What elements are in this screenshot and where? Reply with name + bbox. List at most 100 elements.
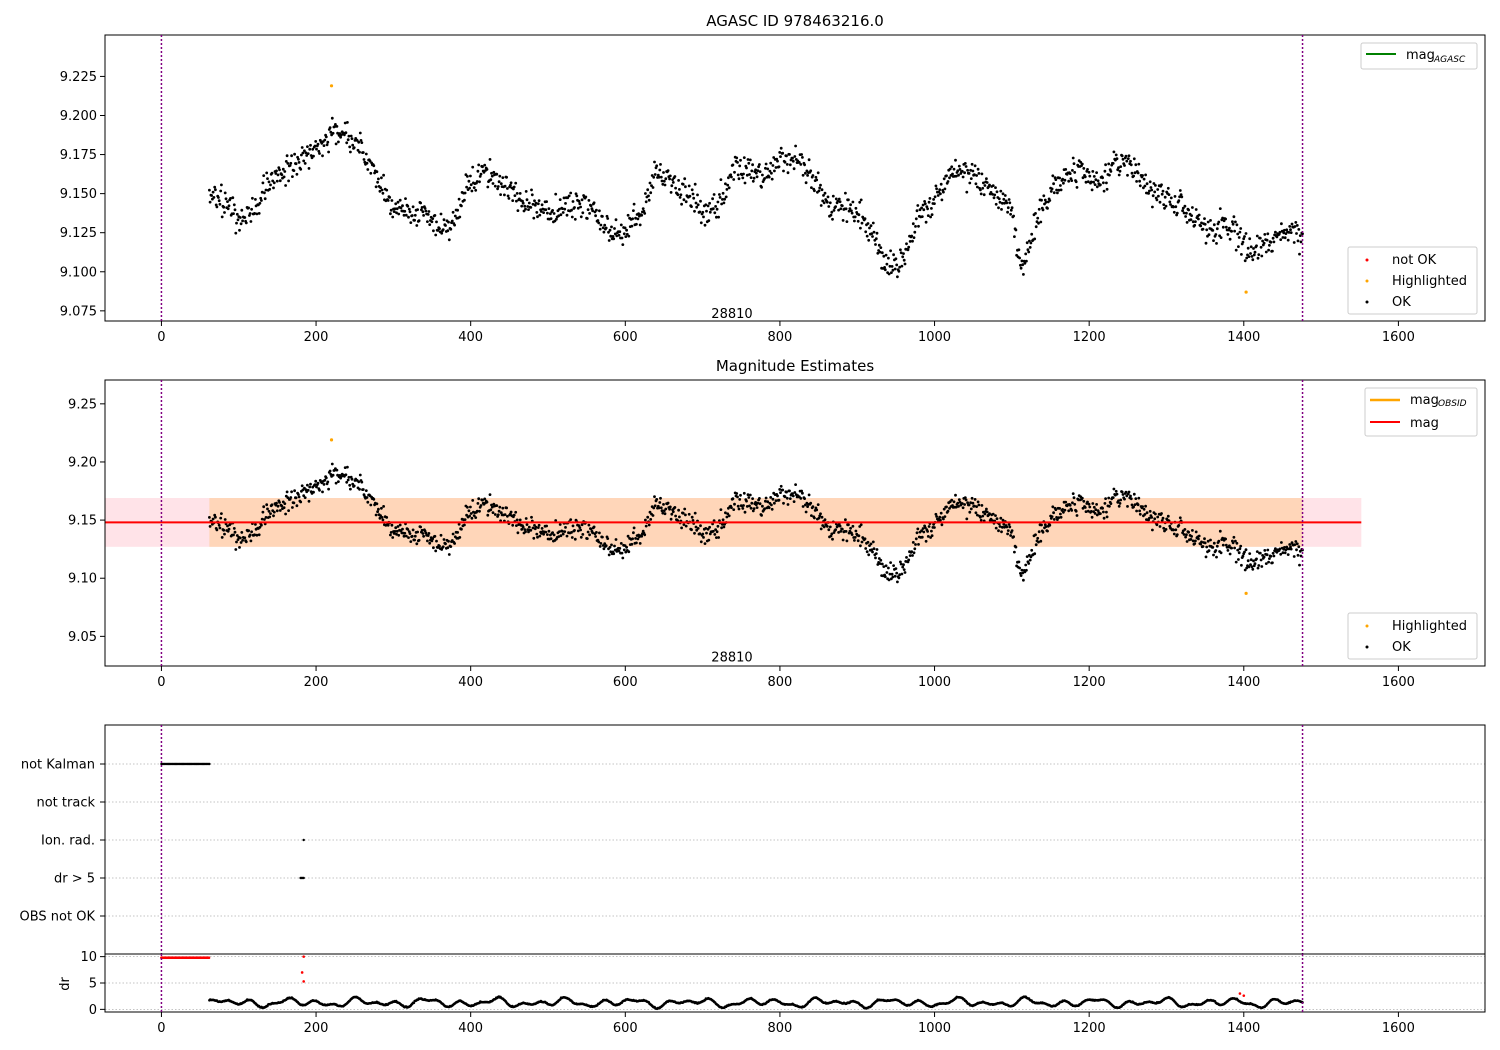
ok-point xyxy=(450,219,454,223)
ok-point xyxy=(878,250,882,254)
ok-point xyxy=(427,210,431,213)
ok-point xyxy=(1178,189,1182,192)
ok-point xyxy=(1279,552,1283,556)
ok-point xyxy=(518,192,522,195)
ok-point xyxy=(280,173,284,177)
ok-point xyxy=(540,527,544,530)
ok-point xyxy=(761,173,764,177)
ok-point xyxy=(283,170,287,173)
ok-point xyxy=(624,235,628,239)
ok-point xyxy=(395,211,398,215)
ok-point xyxy=(234,231,238,235)
ok-point xyxy=(1253,562,1257,566)
ok-point xyxy=(621,243,625,247)
ok-point xyxy=(1209,538,1212,542)
ok-point xyxy=(463,191,467,195)
ok-point xyxy=(501,506,505,510)
ok-point xyxy=(284,512,287,516)
ok-point xyxy=(1152,182,1156,185)
ok-point xyxy=(827,528,831,532)
ok-point xyxy=(1082,167,1086,170)
ok-point xyxy=(1295,224,1299,227)
ok-point xyxy=(447,220,450,224)
ok-point xyxy=(291,506,294,509)
ok-point xyxy=(879,558,883,562)
ok-point xyxy=(730,175,733,179)
ok-point xyxy=(1084,180,1088,184)
ok-point xyxy=(648,181,652,185)
ok-point xyxy=(424,209,428,213)
ok-point xyxy=(1197,217,1200,221)
ok-point xyxy=(788,163,792,167)
y-tick-label: 9.225 xyxy=(60,70,97,85)
ok-point xyxy=(662,171,665,174)
ok-point xyxy=(612,237,616,241)
ok-point xyxy=(426,213,430,216)
ok-point xyxy=(647,523,651,527)
ok-point xyxy=(893,574,897,578)
y-tick-label: 9.125 xyxy=(60,226,97,241)
ok-point xyxy=(725,188,729,191)
ok-point xyxy=(911,554,914,557)
ok-point xyxy=(854,206,858,210)
ok-point xyxy=(783,160,787,164)
ok-point xyxy=(1042,194,1046,198)
ok-point xyxy=(1143,513,1147,516)
ok-point xyxy=(1091,502,1095,505)
ok-point xyxy=(823,191,827,195)
ok-point xyxy=(561,532,565,536)
ok-point xyxy=(736,173,740,177)
ok-point xyxy=(276,504,280,508)
ok-point xyxy=(779,146,783,150)
ok-point xyxy=(680,202,683,206)
ok-point xyxy=(1233,546,1236,550)
ok-point xyxy=(1059,515,1063,519)
ok-point xyxy=(515,199,518,203)
agasc-magnitude-panel: AGASC ID 978463216.0 0 200 400 600 800 1000 12… xyxy=(60,12,1486,345)
ok-point xyxy=(1058,507,1061,510)
ok-point xyxy=(262,174,266,178)
ok-point xyxy=(1002,197,1006,201)
ok-point xyxy=(911,222,915,226)
ok-point xyxy=(603,542,607,545)
ok-point xyxy=(617,549,621,553)
ok-point xyxy=(358,487,361,491)
ok-point xyxy=(1207,233,1211,237)
ok-point xyxy=(563,530,567,533)
ok-point xyxy=(898,573,902,577)
ok-point xyxy=(331,473,335,477)
ok-point xyxy=(838,200,842,204)
ok-point xyxy=(518,518,522,522)
ok-point xyxy=(215,528,219,532)
ok-point xyxy=(1125,159,1129,163)
ok-point xyxy=(372,164,376,168)
ok-point xyxy=(1027,250,1031,254)
ok-point xyxy=(598,531,601,535)
ok-point xyxy=(293,489,296,493)
ok-point xyxy=(1005,201,1009,205)
ok-point xyxy=(451,210,455,214)
ok-point xyxy=(791,156,794,160)
ok-point xyxy=(973,504,976,508)
ok-point xyxy=(287,179,290,183)
ok-point xyxy=(1132,157,1136,161)
ok-point xyxy=(1181,206,1185,210)
ok-point xyxy=(534,201,538,205)
ok-point xyxy=(943,187,947,191)
ok-point xyxy=(850,211,854,215)
ok-point xyxy=(249,539,253,543)
ok-point xyxy=(769,161,773,165)
ok-point xyxy=(1129,494,1132,498)
ok-point xyxy=(1244,232,1248,235)
ok-point xyxy=(693,511,697,515)
ok-point xyxy=(402,213,406,217)
ok-point xyxy=(871,221,875,225)
y-tick-label: 9.200 xyxy=(60,109,97,124)
ok-point xyxy=(260,523,263,527)
ok-point xyxy=(1289,231,1293,235)
ok-point xyxy=(533,203,537,207)
ok-point xyxy=(347,134,351,138)
ok-point xyxy=(408,532,412,535)
ok-point xyxy=(269,512,272,515)
ok-point xyxy=(719,178,723,182)
